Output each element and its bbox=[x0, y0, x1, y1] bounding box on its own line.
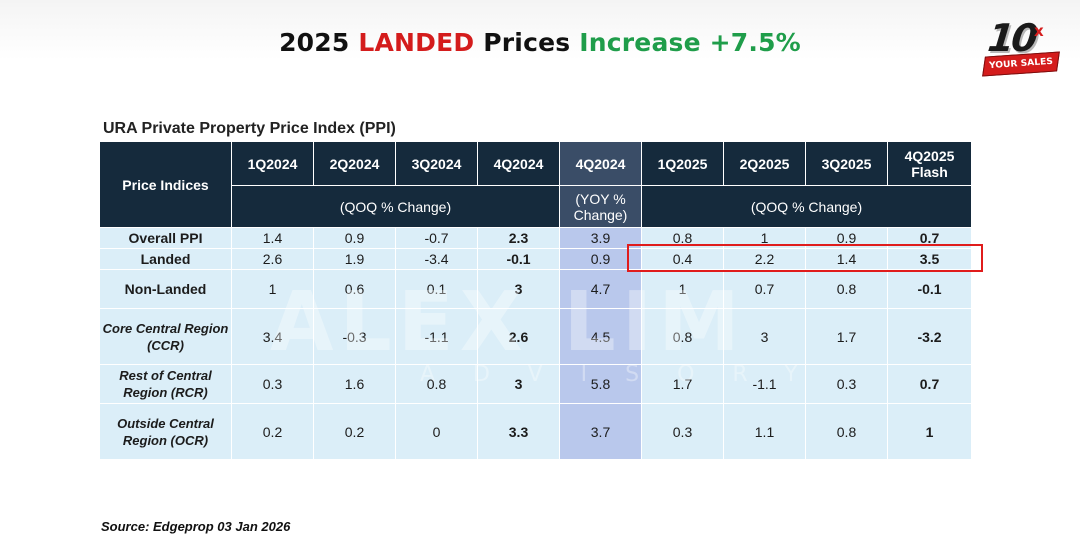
yoy-change-label: (YOY % Change) bbox=[559, 185, 642, 228]
quarter-header: 3Q2024 bbox=[395, 141, 478, 186]
table-cell: 0.9 bbox=[313, 227, 396, 249]
watermark-text: ALEX LIM bbox=[270, 275, 746, 370]
row-label: Overall PPI bbox=[99, 227, 232, 249]
table-cell: -0.1 bbox=[477, 248, 560, 270]
table-cell: 1.6 bbox=[313, 364, 396, 404]
table-caption: URA Private Property Price Index (PPI) bbox=[103, 120, 396, 137]
title-landed: LANDED bbox=[358, 28, 475, 57]
table-cell: -0.7 bbox=[395, 227, 478, 249]
table-cell: 0.7 bbox=[887, 364, 972, 404]
table-cell: 0.9 bbox=[805, 227, 888, 249]
logo-banner: YOUR SALES bbox=[982, 51, 1060, 77]
title-increase: Increase +7.5% bbox=[579, 28, 801, 57]
table-cell: 1.1 bbox=[723, 403, 806, 460]
table-cell: 1 bbox=[887, 403, 972, 460]
table-cell: 0.8 bbox=[805, 269, 888, 309]
table-cell: 1.4 bbox=[231, 227, 314, 249]
quarter-header: 4Q2024 bbox=[477, 141, 560, 186]
table-cell: 1 bbox=[723, 227, 806, 249]
quarter-header-yoy: 4Q2024 bbox=[559, 141, 642, 186]
quarter-header: 1Q2025 bbox=[641, 141, 724, 186]
table-cell: -1.1 bbox=[395, 308, 478, 365]
table-cell: 3.7 bbox=[559, 403, 642, 460]
table-cell: 3.9 bbox=[559, 227, 642, 249]
table-cell: 0.3 bbox=[231, 364, 314, 404]
watermark-subtext: ADVISORY bbox=[420, 362, 836, 387]
ppi-table: Price Indices 1Q2024 2Q2024 3Q2024 4Q202… bbox=[99, 141, 972, 460]
table-cell: 0 bbox=[395, 403, 478, 460]
table-cell: -3.2 bbox=[887, 308, 972, 365]
header-row-change-type: (QOQ % Change) (YOY % Change) (QOQ % Cha… bbox=[100, 185, 972, 228]
table-cell: 0.8 bbox=[641, 227, 724, 249]
table-cell: 0.9 bbox=[559, 248, 642, 270]
table-cell: 3.3 bbox=[477, 403, 560, 460]
corner-header: Price Indices bbox=[99, 141, 232, 228]
table-cell: 0.7 bbox=[887, 227, 972, 249]
table-cell: 1.4 bbox=[805, 248, 888, 270]
table-row-ocr: Outside Central Region (OCR) 0.2 0.2 0 3… bbox=[99, 403, 972, 460]
table-cell: -1.1 bbox=[723, 364, 806, 404]
table-cell: 3.5 bbox=[887, 248, 972, 270]
row-label: Rest of Central Region (RCR) bbox=[99, 364, 232, 404]
quarter-header: 3Q2025 bbox=[805, 141, 888, 186]
table-cell: 1.7 bbox=[805, 308, 888, 365]
qoq-change-label: (QOQ % Change) bbox=[641, 185, 972, 228]
table-cell: -0.3 bbox=[313, 308, 396, 365]
logo-x: x bbox=[1034, 22, 1044, 40]
qoq-change-label: (QOQ % Change) bbox=[231, 185, 560, 228]
row-label: Outside Central Region (OCR) bbox=[99, 403, 232, 460]
table-row-landed: Landed 2.6 1.9 -3.4 -0.1 0.9 0.4 2.2 1.4… bbox=[99, 248, 972, 270]
table-cell: 0.3 bbox=[641, 403, 724, 460]
title-year: 2025 bbox=[279, 28, 359, 57]
landed-highlight-box bbox=[627, 244, 983, 272]
table-cell: 2.6 bbox=[231, 248, 314, 270]
table-row-overall-ppi: Overall PPI 1.4 0.9 -0.7 2.3 3.9 0.8 1 0… bbox=[99, 227, 972, 249]
table-cell: 3 bbox=[477, 364, 560, 404]
quarter-header: 1Q2024 bbox=[231, 141, 314, 186]
row-label: Non-Landed bbox=[99, 269, 232, 309]
quarter-header: 2Q2025 bbox=[723, 141, 806, 186]
table-row-rcr: Rest of Central Region (RCR) 0.3 1.6 0.8… bbox=[99, 364, 972, 404]
source-note: Source: Edgeprop 03 Jan 2026 bbox=[101, 519, 291, 534]
table-cell: 0.6 bbox=[313, 269, 396, 309]
table-cell: 2.3 bbox=[477, 227, 560, 249]
quarter-header: 2Q2024 bbox=[313, 141, 396, 186]
table-cell: 0.2 bbox=[231, 403, 314, 460]
row-label: Landed bbox=[99, 248, 232, 270]
table-row-ccr: Core Central Region (CCR) 3.4 -0.3 -1.1 … bbox=[99, 308, 972, 365]
row-label: Core Central Region (CCR) bbox=[99, 308, 232, 365]
logo-banner-text: YOUR SALES bbox=[988, 56, 1054, 72]
table-cell: 5.8 bbox=[559, 364, 642, 404]
slide-title: 2025 LANDED Prices Increase +7.5% bbox=[0, 28, 1080, 57]
table-cell: 1.9 bbox=[313, 248, 396, 270]
table-cell: 0.3 bbox=[805, 364, 888, 404]
table-cell: 2.2 bbox=[723, 248, 806, 270]
title-prices: Prices bbox=[474, 28, 580, 57]
table-cell: 2.6 bbox=[477, 308, 560, 365]
table-cell: 0.8 bbox=[805, 403, 888, 460]
table-cell: 1 bbox=[231, 269, 314, 309]
header-row-quarters: Price Indices 1Q2024 2Q2024 3Q2024 4Q202… bbox=[99, 141, 972, 228]
table-cell: -0.1 bbox=[887, 269, 972, 309]
table-cell: 3.4 bbox=[231, 308, 314, 365]
table-cell: 0.8 bbox=[641, 308, 724, 365]
header-fade bbox=[0, 0, 1080, 60]
brand-logo: 10 x YOUR SALES bbox=[982, 16, 1060, 86]
table-cell: 0.8 bbox=[395, 364, 478, 404]
table-cell: 0.2 bbox=[313, 403, 396, 460]
table-cell: -3.4 bbox=[395, 248, 478, 270]
quarter-header-flash: 4Q2025 Flash bbox=[887, 141, 972, 186]
table-cell: 1.7 bbox=[641, 364, 724, 404]
